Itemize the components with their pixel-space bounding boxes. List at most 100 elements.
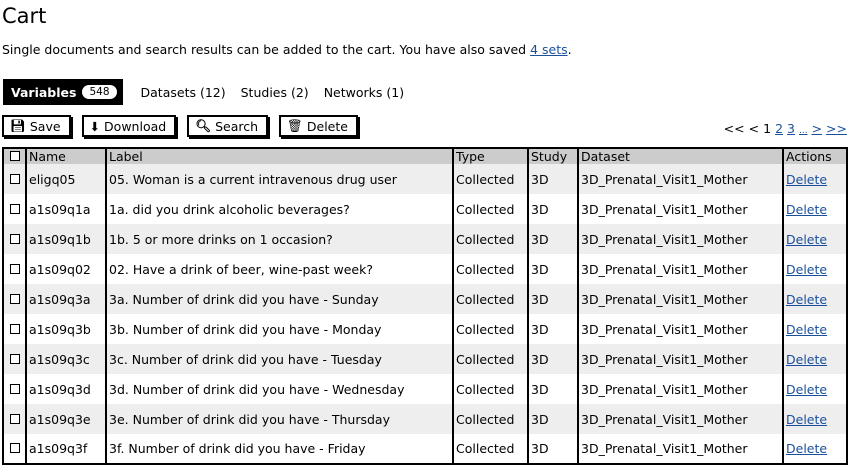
header-study[interactable]: Study [527,148,578,164]
cell-name: a1s09q3a [25,284,106,314]
cell-study: 3D [527,284,578,314]
cell-dataset: 3D_Prenatal_Visit1_Mother [577,434,783,464]
cell-label: 3f. Number of drink did you have - Frida… [105,434,453,464]
delete-row-link[interactable]: Delete [786,321,828,337]
cell-study: 3D [527,164,578,194]
row-checkbox[interactable] [9,443,20,453]
tab-label: Variables [11,84,77,100]
cell-type: Collected [452,374,528,404]
cell-actions: Delete [782,314,847,344]
row-checkbox[interactable] [9,383,20,394]
download-button[interactable]: ⬇ Download [81,115,177,137]
delete-label: Delete [306,118,348,134]
table-row: a1s09q3e 3e. Number of drink did you have… [3,404,847,434]
tab-networks[interactable]: Networks (1) [323,84,405,100]
cell-type: Collected [452,344,528,374]
cell-study: 3D [527,314,578,344]
cell-name: a1s09q3f [25,434,106,464]
cell-label: 3e. Number of drink did you have - Thurs… [105,404,453,434]
delete-row-link[interactable]: Delete [786,201,828,217]
row-checkbox[interactable] [9,233,20,244]
cell-study: 3D [527,434,578,464]
tab-variables[interactable]: Variables 548 [3,79,123,105]
row-checkbox[interactable] [9,173,20,184]
cell-name: a1s09q3e [25,404,106,434]
count-badge: 548 [82,85,117,99]
row-checkbox[interactable] [9,293,20,304]
delete-row-link[interactable]: Delete [786,261,828,277]
cell-dataset: 3D_Prenatal_Visit1_Mother [577,224,783,254]
delete-row-link[interactable]: Delete [786,411,828,427]
tab-datasets[interactable]: Datasets (12) [140,84,226,100]
cell-name: a1s09q3b [25,314,106,344]
row-select-cell [3,254,26,284]
saved-sets-link[interactable]: 4 sets [530,42,568,57]
cell-label: 1b. 5 or more drinks on 1 occasion? [105,224,453,254]
row-checkbox[interactable] [9,353,20,364]
cell-label: 1a. did you drink alcoholic beverages? [105,194,453,224]
row-checkbox[interactable] [9,203,20,214]
cell-name: a1s09q1a [25,194,106,224]
cell-actions: Delete [782,224,847,254]
delete-row-link[interactable]: Delete [786,441,828,456]
save-button[interactable]: 💾︎ Save [2,115,71,137]
page-3[interactable]: 3 [787,121,795,136]
cell-label: 3d. Number of drink did you have - Wedne… [105,374,453,404]
search-icon: 🔍︎ [195,118,212,133]
first-page[interactable]: << [723,121,745,136]
cell-label: 3b. Number of drink did you have - Monda… [105,314,453,344]
delete-row-link[interactable]: Delete [786,231,828,247]
row-checkbox[interactable] [9,413,20,424]
row-select-cell [3,284,26,314]
description-text: Single documents and search results can … [2,42,531,57]
cell-study: 3D [527,374,578,404]
tab-studies[interactable]: Studies (2) [240,84,309,100]
row-select-cell [3,164,26,194]
cell-type: Collected [452,434,528,464]
more-pages[interactable]: ... [798,126,808,136]
delete-row-link[interactable]: Delete [786,171,828,187]
table-row: a1s09q1a 1a. did you drink alcoholic beve… [3,194,847,224]
header-name[interactable]: Name [25,148,106,164]
cell-dataset: 3D_Prenatal_Visit1_Mother [577,374,783,404]
row-select-cell [3,374,26,404]
cell-dataset: 3D_Prenatal_Visit1_Mother [577,284,783,314]
tab-bar: Variables 548 Datasets (12) Studies (2) N… [3,79,404,105]
cell-actions: Delete [782,374,847,404]
row-select-cell [3,404,26,434]
cell-dataset: 3D_Prenatal_Visit1_Mother [577,164,783,194]
last-page[interactable]: >> [826,121,847,136]
table-row: a1s09q3b 3b. Number of drink did you have… [3,314,847,344]
delete-row-link[interactable]: Delete [786,291,828,307]
cell-dataset: 3D_Prenatal_Visit1_Mother [577,314,783,344]
cell-name: a1s09q1b [25,224,106,254]
header-type[interactable]: Type [452,148,528,164]
cell-study: 3D [527,194,578,224]
next-page[interactable]: > [811,121,823,136]
trash-icon: 🗑︎ [287,118,303,133]
cell-name: a1s09q3c [25,344,106,374]
delete-row-link[interactable]: Delete [786,381,828,397]
prev-page[interactable]: < [748,121,760,136]
search-label: Search [215,118,259,134]
search-button[interactable]: 🔍︎ Search [187,115,269,137]
row-checkbox[interactable] [9,263,20,274]
floppy-icon: 💾︎ [10,118,26,133]
header-actions: Actions [782,148,847,164]
delete-button[interactable]: 🗑︎ Delete [279,115,358,137]
select-all-checkbox[interactable] [9,151,20,161]
cell-dataset: 3D_Prenatal_Visit1_Mother [577,344,783,374]
header-label[interactable]: Label [105,148,453,164]
row-checkbox[interactable] [9,323,20,334]
cell-type: Collected [452,284,528,314]
cell-label: 3a. Number of drink did you have - Sunda… [105,284,453,314]
save-label: Save [29,118,61,134]
cell-study: 3D [527,404,578,434]
table-row: a1s09q3f 3f. Number of drink did you have… [3,434,847,464]
row-select-cell [3,344,26,374]
table-row: a1s09q3d 3d. Number of drink did you have… [3,374,847,404]
delete-row-link[interactable]: Delete [786,351,828,367]
cell-label: 02. Have a drink of beer, wine-past week… [105,254,453,284]
header-dataset[interactable]: Dataset [577,148,783,164]
page-2[interactable]: 2 [775,121,784,136]
